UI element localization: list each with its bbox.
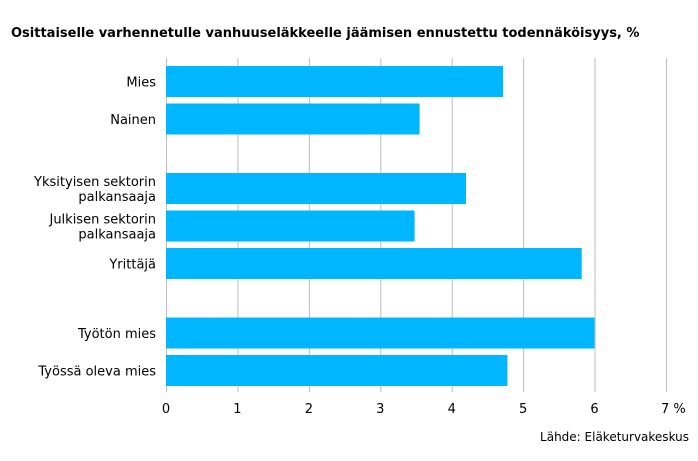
source-note: Lähde: Eläketurvakeskus bbox=[540, 430, 689, 444]
x-axis-tick-labels: 0 1 2 3 4 5 6 7 % bbox=[162, 402, 686, 417]
x-tick-label-1: 1 bbox=[233, 402, 241, 417]
bar-1-1 bbox=[166, 210, 415, 242]
category-label-2-0-0: Työtön mies bbox=[77, 327, 156, 342]
x-tick-label-0: 0 bbox=[162, 402, 170, 417]
bars bbox=[166, 66, 595, 386]
category-label-0-1-0: Nainen bbox=[110, 113, 156, 128]
category-label-1-0-1: palkansaaja bbox=[78, 190, 156, 205]
x-tick-label-6: 6 bbox=[590, 402, 598, 417]
category-label-0-0-0: Mies bbox=[126, 76, 156, 91]
category-label-1-1-0: Julkisen sektorin bbox=[48, 213, 156, 228]
x-tick-label-4: 4 bbox=[448, 402, 456, 417]
bar-2-1 bbox=[166, 355, 508, 386]
bar-0-1 bbox=[166, 103, 420, 135]
category-label-1-2-0: Yrittäjä bbox=[108, 258, 156, 273]
chart-title: Osittaiselle varhennetulle vanhuuseläkke… bbox=[11, 26, 639, 41]
x-tick-label-5: 5 bbox=[519, 402, 527, 417]
x-tick-label-3: 3 bbox=[376, 402, 384, 417]
bar-1-2 bbox=[166, 248, 582, 279]
x-tick-label-7: 7 % bbox=[661, 402, 686, 417]
bar-1-0 bbox=[166, 173, 466, 204]
category-label-1-0-0: Yksityisen sektorin bbox=[33, 175, 156, 190]
category-label-1-1-1: palkansaaja bbox=[78, 228, 156, 243]
category-label-2-1-0: Työssä oleva mies bbox=[37, 365, 156, 380]
bar-0-0 bbox=[166, 66, 504, 97]
x-tick-label-2: 2 bbox=[305, 402, 313, 417]
bar-2-0 bbox=[166, 317, 595, 349]
